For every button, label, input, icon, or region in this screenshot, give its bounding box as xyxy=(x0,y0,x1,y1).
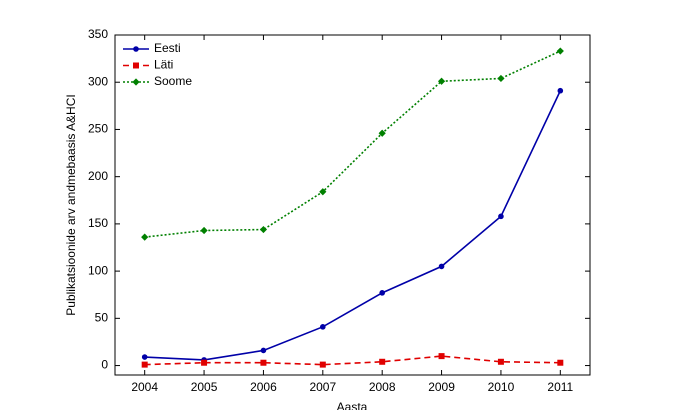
y-tick-label: 200 xyxy=(88,169,108,183)
y-axis-label: Publikatsioonide arv andmebaasis A&HCI xyxy=(64,94,78,315)
marker xyxy=(260,347,267,354)
legend-label: Soome xyxy=(154,74,192,88)
x-tick-label: 2007 xyxy=(309,380,336,394)
series-line xyxy=(144,90,562,361)
marker xyxy=(379,358,386,365)
legend-label: Eesti xyxy=(154,41,181,55)
x-tick-label: 2006 xyxy=(250,380,277,394)
marker xyxy=(320,324,326,330)
y-tick-label: 150 xyxy=(88,216,108,230)
marker xyxy=(557,87,564,94)
y-tick-label: 300 xyxy=(88,74,108,88)
x-axis-label: Aasta xyxy=(337,400,368,410)
legend-marker xyxy=(132,78,140,86)
marker xyxy=(319,188,327,196)
legend-marker xyxy=(133,46,139,52)
marker xyxy=(498,213,504,220)
marker xyxy=(557,359,564,366)
marker xyxy=(438,353,445,360)
marker xyxy=(319,361,326,368)
marker xyxy=(379,290,385,296)
plot-frame xyxy=(114,34,591,376)
marker xyxy=(438,263,445,270)
marker xyxy=(497,74,505,83)
y-tick-label: 100 xyxy=(88,263,108,277)
y-tick-label: 0 xyxy=(101,358,108,372)
marker xyxy=(141,354,148,360)
marker xyxy=(200,226,208,235)
marker xyxy=(378,129,386,137)
marker xyxy=(437,77,446,85)
marker xyxy=(497,358,504,365)
y-tick-label: 250 xyxy=(88,122,108,136)
marker xyxy=(259,225,268,234)
marker xyxy=(556,47,564,55)
x-tick-label: 2004 xyxy=(131,380,158,394)
series-line xyxy=(144,50,561,238)
marker xyxy=(141,233,149,241)
y-tick-label: 350 xyxy=(88,27,108,41)
x-tick-label: 2005 xyxy=(191,380,218,394)
x-tick-label: 2008 xyxy=(369,380,396,394)
x-tick-label: 2010 xyxy=(488,380,515,394)
marker xyxy=(201,359,208,366)
marker xyxy=(260,359,267,366)
x-tick-label: 2009 xyxy=(428,380,455,394)
legend-marker xyxy=(133,62,139,69)
legend-label: Läti xyxy=(154,58,173,72)
x-tick-label: 2011 xyxy=(547,380,573,394)
marker xyxy=(141,361,148,368)
y-tick-label: 50 xyxy=(95,311,109,325)
